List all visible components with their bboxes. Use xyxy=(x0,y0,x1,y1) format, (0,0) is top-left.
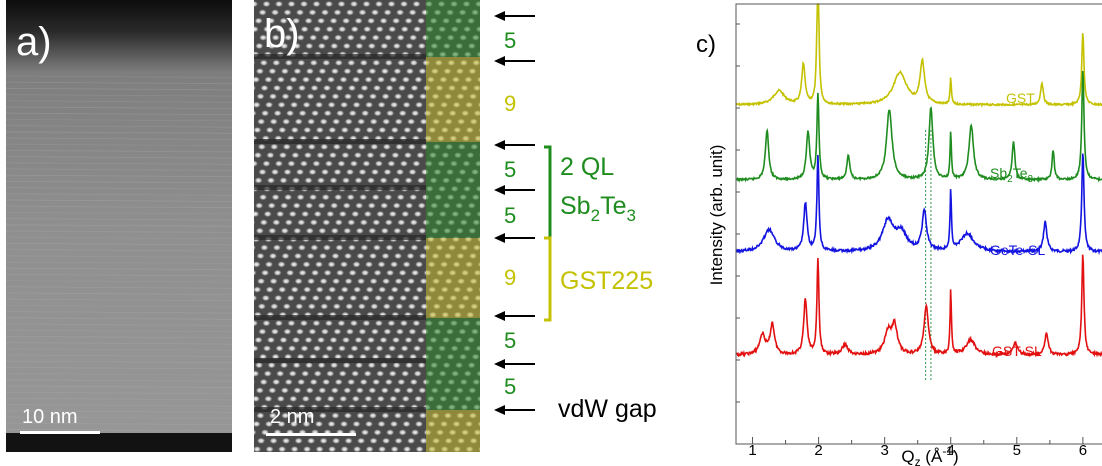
boundary-arrowhead xyxy=(494,233,505,243)
stem-overview-image: a) 10 nm xyxy=(6,0,232,452)
layer-count-6: 5 xyxy=(504,374,516,399)
panel-a-label: a) xyxy=(16,20,52,64)
boundary-arrowhead xyxy=(494,185,505,195)
bracket-gst xyxy=(544,236,552,322)
scalebar-a-label: 10 nm xyxy=(22,406,78,428)
series-line-0 xyxy=(735,3,1102,108)
layer-strip-ql xyxy=(426,318,480,361)
series-line-1 xyxy=(735,70,1102,184)
x-axis-label: Qz (Å-1) xyxy=(901,444,958,466)
boundary-arrowhead xyxy=(494,11,505,21)
boundary-arrowhead xyxy=(494,140,505,150)
boundary-arrowhead xyxy=(494,405,505,415)
xrd-chart: c) Intensity (arb. unit) 1 2 3 4 5 6 Qz (Å-1)… xyxy=(696,3,1102,466)
panel-c-label: c) xyxy=(696,31,716,58)
x-tick-label: 5 xyxy=(1013,442,1021,459)
x-tick-label: 1 xyxy=(748,442,756,459)
layer-strip-ql xyxy=(426,0,480,57)
legend-gete-sl: GeTe-SL xyxy=(990,242,1045,258)
layer-annotations: 5 9 5 5 9 5 5 2 QL Sb2Te3 GST225 vdW gap xyxy=(494,11,657,423)
x-tick-label: 6 xyxy=(1079,442,1087,459)
scalebar-a-line xyxy=(20,431,100,434)
x-tick-label: 2 xyxy=(814,442,822,459)
layer-count-5: 5 xyxy=(504,328,516,353)
boundary-arrowhead xyxy=(494,56,505,66)
boundary-arrowhead xyxy=(494,359,505,369)
legend-gst: GST xyxy=(1006,90,1035,106)
bracket-ql xyxy=(544,145,552,240)
series-line-2 xyxy=(735,153,1102,256)
layer-count-3: 5 xyxy=(504,203,516,228)
stripe-lines xyxy=(6,75,232,432)
layer-strip-gst xyxy=(426,410,480,452)
series-line-3 xyxy=(735,254,1102,359)
y-axis-label: Intensity (arb. unit) xyxy=(707,145,726,286)
bracket-ql-line2: Sb2Te3 xyxy=(560,192,636,225)
atomic-resolution-image: b) 2 nm xyxy=(254,0,480,452)
layer-count-1: 9 xyxy=(504,91,516,116)
layer-count-0: 5 xyxy=(504,28,516,53)
layer-strip-gst xyxy=(426,57,480,142)
x-tick-label: 3 xyxy=(880,442,888,459)
vdw-gap-label: vdW gap xyxy=(558,395,657,423)
boundary-arrowhead xyxy=(494,311,505,321)
layer-count-2: 5 xyxy=(504,157,516,182)
layer-strip-ql xyxy=(426,142,480,188)
layer-strip-ql xyxy=(426,361,480,410)
scalebar-b-label: 2 nm xyxy=(270,406,315,428)
x-tick-label: 4 xyxy=(947,442,955,459)
layer-strip-ql xyxy=(426,188,480,238)
stem-overview-graphic xyxy=(6,0,232,452)
bracket-ql-line1: 2 QL xyxy=(560,153,614,181)
plot-frame xyxy=(735,3,1102,445)
legend-gst-sl: GST-SL xyxy=(992,343,1042,359)
scalebar-b-line xyxy=(266,433,356,436)
panel-b-label: b) xyxy=(264,12,300,56)
layer-count-4: 9 xyxy=(504,265,516,290)
layer-strip-gst xyxy=(426,238,480,318)
legend-sb2te3: Sb2Te3 xyxy=(990,165,1033,185)
atomic-lattice-graphic xyxy=(254,0,480,452)
bracket-gst-label: GST225 xyxy=(560,267,653,295)
